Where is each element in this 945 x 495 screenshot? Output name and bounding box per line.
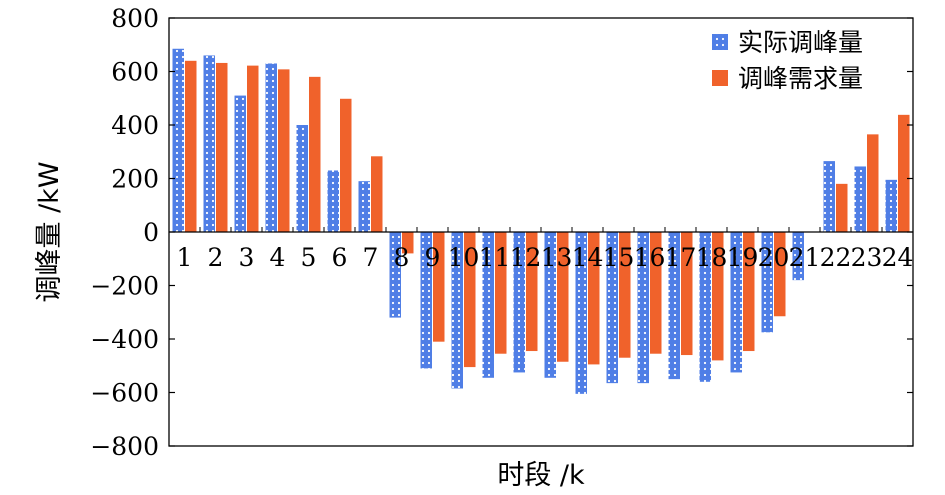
x-tick-label: 8 [394, 243, 410, 272]
bar-demand-1 [185, 60, 197, 232]
x-tick-label: 19 [727, 243, 759, 272]
bar-actual-23 [854, 166, 866, 232]
bar-demand-20 [774, 232, 786, 317]
x-tick-label: 3 [239, 243, 255, 272]
bar-actual-21 [792, 232, 804, 281]
bar-demand-12 [526, 232, 538, 352]
bar-demand-14 [588, 232, 600, 365]
y-tick-label: 0 [143, 218, 159, 247]
y-tick-label: −600 [90, 379, 159, 408]
bar-actual-12 [513, 232, 525, 373]
bar-demand-6 [340, 98, 352, 232]
bar-actual-2 [203, 55, 215, 233]
bar-demand-16 [650, 232, 662, 354]
bar-actual-16 [637, 232, 649, 384]
bar-actual-3 [234, 95, 246, 233]
bar-demand-22 [836, 183, 848, 232]
x-tick-label: 12 [510, 243, 542, 272]
x-tick-label: 24 [882, 243, 914, 272]
bar-demand-24 [898, 114, 910, 232]
bar-demand-18 [712, 232, 724, 361]
bar-demand-13 [557, 232, 569, 362]
bar-actual-10 [451, 232, 463, 389]
bar-demand-2 [216, 62, 228, 232]
y-tick-label: 600 [111, 58, 159, 87]
y-tick-label: −200 [90, 272, 159, 301]
bar-demand-11 [495, 232, 507, 354]
bar-demand-5 [309, 76, 321, 232]
legend-label-actual: 实际调峰量 [738, 28, 863, 57]
bar-demand-8 [402, 232, 414, 254]
x-tick-label: 22 [820, 243, 852, 272]
bar-demand-4 [278, 69, 290, 232]
legend-swatch-demand [712, 70, 728, 86]
bar-actual-13 [544, 232, 556, 378]
bar-actual-5 [296, 125, 308, 232]
x-tick-label: 9 [425, 243, 441, 272]
bar-actual-17 [668, 232, 680, 380]
bar-actual-8 [389, 232, 401, 318]
bars-layer [172, 48, 910, 394]
bar-demand-23 [867, 134, 879, 232]
bar-actual-9 [420, 232, 432, 369]
x-tick-label: 16 [634, 243, 666, 272]
bar-actual-15 [606, 232, 618, 384]
bar-actual-24 [885, 179, 897, 232]
x-tick-label: 10 [448, 243, 480, 272]
x-tick-label: 11 [479, 243, 511, 272]
x-tick-label: 14 [572, 243, 604, 272]
bar-demand-3 [247, 65, 259, 233]
legend-label-demand: 调峰需求量 [738, 64, 863, 93]
x-tick-label: 6 [332, 243, 348, 272]
bar-actual-19 [730, 232, 742, 373]
y-tick-label: 400 [111, 111, 159, 140]
legend-swatch-actual [712, 34, 728, 50]
bar-actual-4 [265, 63, 277, 233]
bar-demand-9 [433, 232, 445, 342]
x-tick-label: 7 [363, 243, 379, 272]
bar-actual-6 [327, 170, 339, 232]
x-tick-label: 18 [696, 243, 728, 272]
y-axis-label: 调峰量 /kW [34, 161, 65, 302]
bar-actual-18 [699, 232, 711, 382]
bar-actual-20 [761, 232, 773, 333]
x-axis-label: 时段 /k [497, 460, 585, 491]
x-tick-label: 20 [758, 243, 790, 272]
bar-actual-11 [482, 232, 494, 378]
x-tick-label: 1 [177, 243, 193, 272]
x-tick-label: 15 [603, 243, 635, 272]
x-tick-label: 21 [789, 243, 821, 272]
x-tick-label: 5 [301, 243, 317, 272]
y-tick-label: 200 [111, 165, 159, 194]
bar-actual-7 [358, 181, 370, 232]
bar-demand-19 [743, 232, 755, 352]
x-tick-label: 13 [541, 243, 573, 272]
bar-actual-14 [575, 232, 587, 394]
x-tick-label: 17 [665, 243, 697, 272]
y-tick-label: −800 [90, 432, 159, 461]
bar-demand-15 [619, 232, 631, 358]
y-tick-label: −400 [90, 325, 159, 354]
x-tick-label: 4 [270, 243, 286, 272]
bar-demand-10 [464, 232, 476, 368]
x-tick-label: 23 [851, 243, 883, 272]
bar-demand-17 [681, 232, 693, 356]
x-tick-label: 2 [208, 243, 224, 272]
bar-demand-7 [371, 156, 383, 232]
bar-actual-22 [823, 161, 835, 232]
bar-actual-1 [172, 48, 184, 233]
axis-layer: 1 2 3 4 5 6 7 8 9 10 11 12 13 14 15 16 17 18 19 20 21 22 23 248… [90, 4, 914, 461]
y-tick-label: 800 [111, 4, 159, 33]
